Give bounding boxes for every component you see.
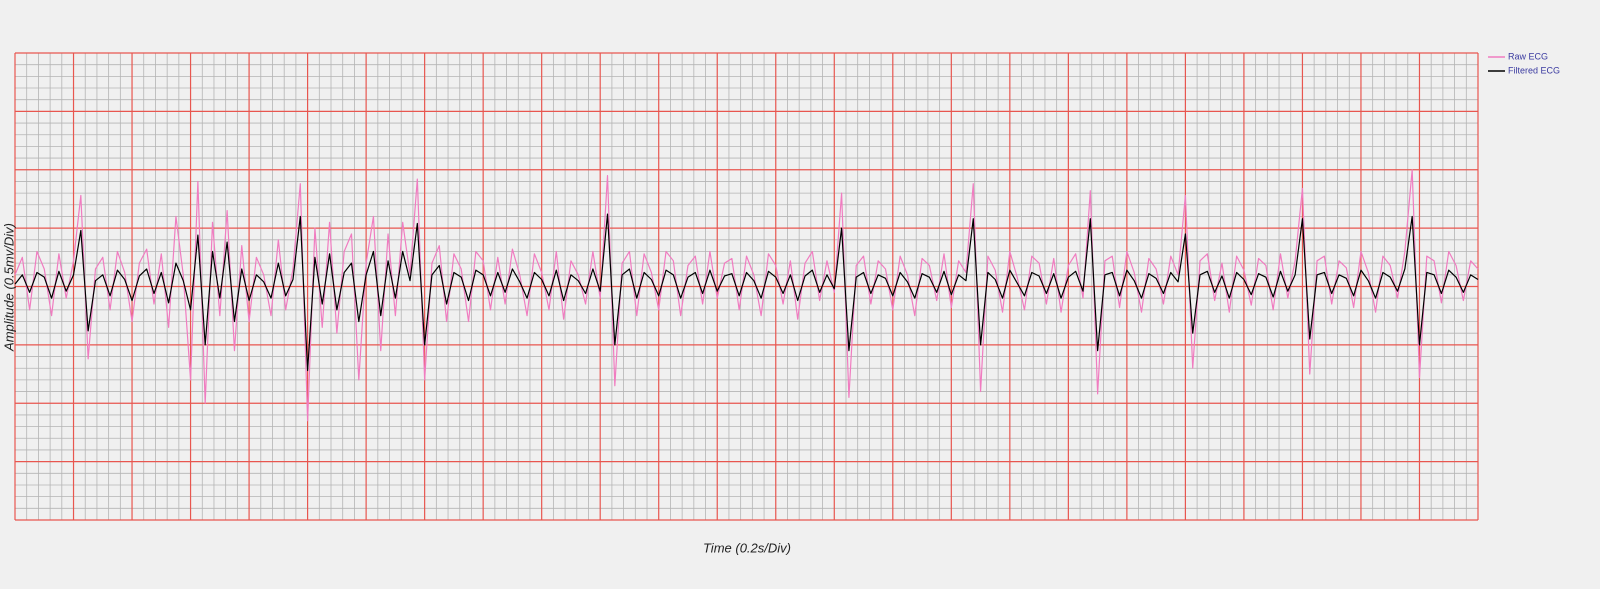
series-line <box>14 169 1479 422</box>
x-axis-label: Time (0.2s/Div) <box>703 540 791 555</box>
legend-text: Filtered ECG <box>1508 65 1560 75</box>
series-line <box>14 213 1479 372</box>
legend-text: Raw ECG <box>1508 51 1548 61</box>
y-axis-label: Amplitude (0.5mv/Div) <box>1 223 16 352</box>
plot-lines <box>14 169 1479 422</box>
major-grid <box>14 52 1479 521</box>
legend: Raw ECG Filtered ECG <box>1488 51 1560 75</box>
